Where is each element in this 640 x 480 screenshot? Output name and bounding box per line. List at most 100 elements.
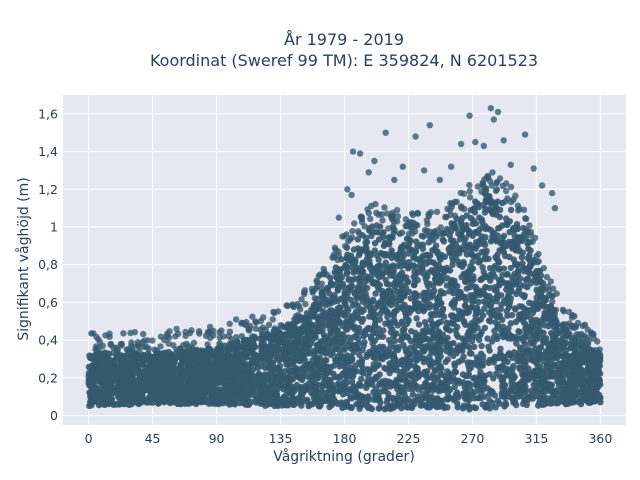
scatter-point — [446, 341, 453, 348]
scatter-point — [476, 336, 483, 344]
scatter-point — [478, 342, 485, 350]
scatter-point — [126, 397, 133, 405]
scatter-point — [363, 378, 371, 385]
scatter-point — [463, 278, 470, 285]
scatter-point — [328, 330, 335, 337]
scatter-point — [429, 326, 436, 333]
scatter-point — [387, 234, 394, 242]
scatter-point — [372, 311, 379, 319]
scatter-point — [360, 370, 367, 377]
scatter-point — [357, 271, 364, 278]
scatter-point — [427, 294, 435, 301]
scatter-point — [461, 384, 468, 391]
scatter-point — [319, 383, 326, 391]
scatter-point — [403, 274, 410, 281]
scatter-point — [513, 221, 521, 228]
scatter-point — [338, 399, 345, 406]
scatter-point — [285, 387, 292, 394]
scatter-point — [472, 229, 480, 236]
scatter-point — [393, 301, 400, 308]
scatter-point — [507, 206, 515, 214]
scatter-point — [498, 239, 505, 247]
scatter-point — [159, 354, 166, 361]
scatter-point — [491, 353, 499, 360]
scatter-point — [400, 367, 408, 374]
scatter-point — [444, 368, 451, 375]
scatter-point — [262, 383, 269, 391]
scatter-point — [332, 319, 339, 327]
scatter-point — [395, 344, 403, 351]
scatter-point — [126, 377, 133, 384]
scatter-point — [502, 252, 509, 260]
scatter-point — [488, 308, 495, 315]
scatter-point — [484, 225, 492, 232]
scatter-point — [477, 276, 484, 283]
scatter-point — [486, 264, 494, 272]
scatter-point — [375, 405, 382, 412]
scatter-point — [471, 374, 478, 381]
scatter-point — [165, 398, 172, 406]
scatter-point — [416, 242, 424, 249]
scatter-point — [539, 284, 546, 291]
scatter-point — [389, 350, 397, 358]
scatter-point — [570, 381, 577, 388]
scatter-point — [470, 298, 477, 305]
scatter-point — [527, 353, 534, 360]
scatter-point — [454, 404, 461, 411]
scatter-point — [533, 269, 540, 277]
scatter-point — [389, 318, 396, 325]
scatter-point — [222, 362, 230, 369]
scatter-point — [426, 353, 433, 360]
scatter-point — [365, 404, 372, 411]
scatter-point — [412, 333, 420, 340]
scatter-point — [118, 382, 125, 390]
scatter-point — [318, 293, 325, 301]
scatter-point — [396, 272, 403, 279]
scatter-point — [257, 391, 264, 398]
scatter-point — [219, 357, 227, 364]
scatter-point — [93, 364, 101, 372]
scatter-point — [467, 275, 474, 282]
scatter-point — [412, 290, 419, 298]
scatter-point — [543, 349, 550, 356]
scatter-point — [512, 306, 519, 313]
scatter-point — [512, 335, 519, 342]
scatter-point — [494, 321, 502, 328]
scatter-point — [393, 357, 400, 364]
scatter-point — [336, 332, 343, 339]
scatter-point — [459, 371, 467, 378]
scatter-point — [525, 365, 532, 372]
scatter-point — [513, 340, 520, 347]
scatter-point — [122, 387, 129, 395]
scatter-point — [185, 384, 192, 391]
scatter-point — [373, 222, 381, 229]
scatter-point — [455, 377, 462, 384]
scatter-point — [338, 295, 345, 302]
scatter-point — [185, 398, 192, 406]
scatter-point — [310, 400, 317, 407]
scatter-point — [146, 393, 153, 400]
scatter-point — [521, 340, 529, 347]
scatter-point — [507, 320, 515, 327]
scatter-point — [504, 312, 511, 319]
scatter-point — [508, 274, 516, 281]
scatter-point — [310, 302, 317, 310]
scatter-point — [508, 311, 516, 319]
scatter-point — [450, 352, 457, 360]
scatter-point — [358, 375, 365, 383]
scatter-point — [346, 276, 353, 283]
scatter-point — [360, 333, 367, 340]
scatter-point — [453, 249, 460, 257]
scatter-point — [100, 356, 107, 363]
scatter-point — [352, 386, 359, 394]
scatter-point — [251, 343, 259, 351]
scatter-point — [462, 321, 469, 328]
scatter-point — [379, 306, 386, 314]
scatter-point — [155, 382, 162, 390]
scatter-point — [505, 281, 512, 288]
scatter-point — [548, 329, 555, 337]
scatter-point — [284, 356, 291, 364]
scatter-point — [455, 315, 462, 322]
scatter-point — [397, 245, 404, 253]
scatter-point — [571, 344, 578, 352]
